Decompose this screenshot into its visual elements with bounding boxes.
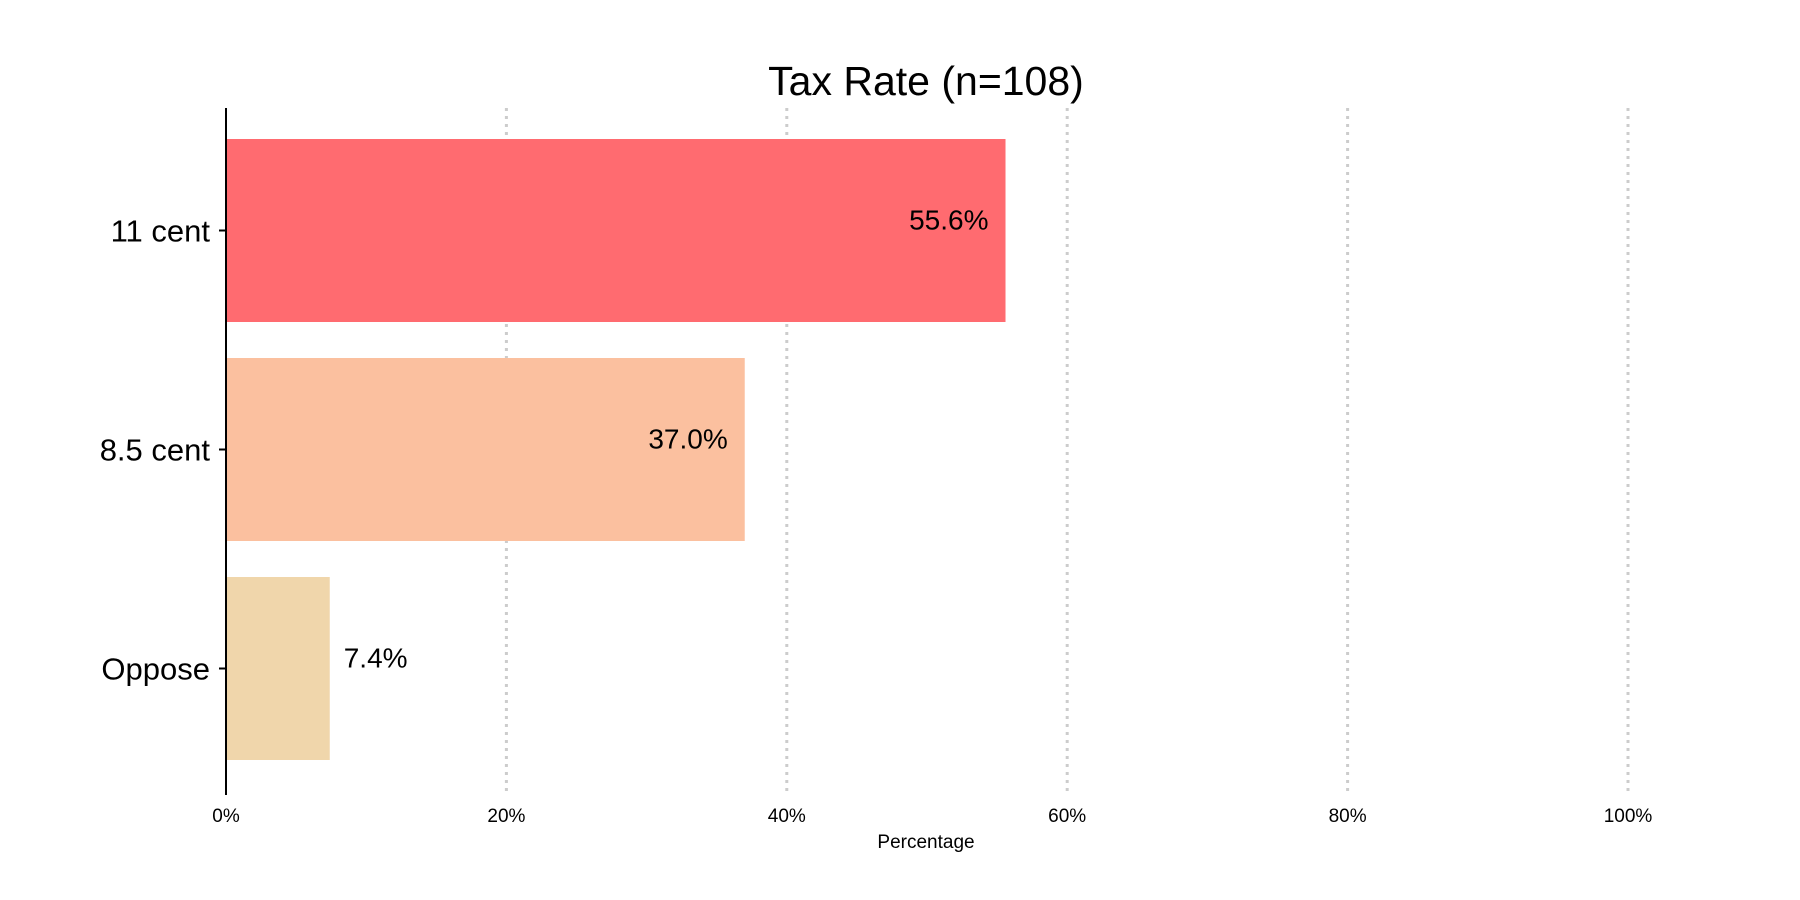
- chart-title: Tax Rate (n=108): [768, 58, 1084, 104]
- data-label: 55.6%: [909, 205, 988, 236]
- x-tick-label: 80%: [1329, 806, 1367, 827]
- x-tick-label: 0%: [212, 806, 240, 827]
- axes: 0% 20% 40% 60% 80% 100% 11 cent 8.5 cent Oppose: [100, 108, 1653, 827]
- data-label: 7.4%: [344, 643, 408, 674]
- bar-oppose: [226, 577, 330, 760]
- category-label: 8.5 cent: [100, 433, 211, 468]
- x-tick-label: 20%: [487, 806, 525, 827]
- category-label: Oppose: [101, 652, 210, 687]
- x-tick-label: 60%: [1048, 806, 1086, 827]
- bar-8-5-cent: [226, 358, 745, 541]
- category-label: 11 cent: [111, 214, 211, 249]
- x-tick-label: 100%: [1604, 806, 1653, 827]
- x-axis-title: Percentage: [877, 832, 974, 853]
- bar-11-cent: [226, 139, 1006, 322]
- data-label: 37.0%: [648, 424, 727, 455]
- bars: 55.6% 37.0% 7.4%: [226, 139, 1006, 760]
- x-tick-label: 40%: [768, 806, 806, 827]
